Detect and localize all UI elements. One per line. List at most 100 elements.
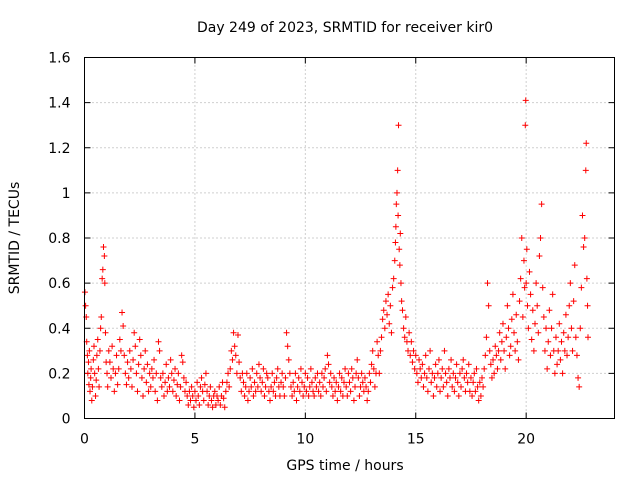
data-point-marker <box>248 383 255 390</box>
y-tick-label: 1.4 <box>48 96 70 112</box>
data-point-marker <box>259 379 266 386</box>
data-point-marker <box>583 275 590 282</box>
data-point-marker <box>111 388 118 395</box>
data-point-marker <box>472 388 479 395</box>
data-point-marker <box>296 388 303 395</box>
data-point-marker <box>505 325 512 332</box>
data-point-marker <box>572 334 579 341</box>
data-point-marker <box>585 334 591 341</box>
data-point-marker <box>222 388 229 395</box>
data-point-marker <box>532 320 538 327</box>
data-point-marker <box>367 379 374 386</box>
data-point-marker <box>178 352 185 359</box>
data-point-marker <box>401 334 408 341</box>
data-point-marker <box>522 122 529 129</box>
data-point-marker <box>101 253 108 260</box>
data-point-marker <box>238 388 245 395</box>
data-point-marker <box>524 302 531 309</box>
data-point-marker <box>196 401 203 408</box>
data-point-marker <box>169 388 176 395</box>
data-point-marker <box>578 284 585 291</box>
data-point-marker <box>418 374 425 381</box>
data-point-marker <box>395 122 402 129</box>
data-point-marker <box>289 392 296 399</box>
data-point-marker <box>375 352 382 359</box>
data-point-marker <box>502 365 509 372</box>
data-point-marker <box>126 347 133 354</box>
data-point-marker <box>363 383 370 390</box>
data-point-marker <box>345 370 352 377</box>
data-point-marker <box>241 392 248 399</box>
data-point-marker <box>304 374 311 381</box>
data-point-marker <box>122 370 129 377</box>
data-point-marker <box>236 359 243 366</box>
data-point-marker <box>517 275 524 282</box>
data-point-marker <box>439 365 446 372</box>
data-point-marker <box>87 374 94 381</box>
data-point-marker <box>101 280 108 287</box>
data-point-marker <box>332 388 339 395</box>
data-point-marker <box>465 361 472 368</box>
data-point-marker <box>347 388 354 395</box>
data-point-marker <box>198 374 205 381</box>
data-point-marker <box>142 347 149 354</box>
data-point-marker <box>128 383 135 390</box>
x-tick-label: 20 <box>517 432 535 448</box>
data-point-marker <box>250 392 257 399</box>
data-point-marker <box>96 347 103 354</box>
data-point-marker <box>215 397 222 404</box>
data-point-marker <box>448 356 455 363</box>
data-point-marker <box>495 347 502 354</box>
data-point-marker <box>267 397 273 404</box>
data-point-marker <box>380 307 387 314</box>
data-point-marker <box>321 374 328 381</box>
data-point-marker <box>496 329 503 336</box>
data-point-marker <box>152 388 159 395</box>
data-point-marker <box>217 401 224 408</box>
data-point-marker <box>334 397 341 404</box>
data-point-marker <box>369 347 376 354</box>
data-point-marker <box>561 347 568 354</box>
data-point-marker <box>175 370 182 377</box>
data-point-marker <box>513 311 520 318</box>
data-point-marker <box>204 388 211 395</box>
data-point-marker <box>494 365 501 372</box>
data-point-marker <box>253 370 260 377</box>
y-tick-label: 0 <box>62 412 71 428</box>
data-point-marker <box>573 352 580 359</box>
data-point-marker <box>361 374 368 381</box>
data-point-marker <box>407 352 414 359</box>
data-point-marker <box>441 347 448 354</box>
data-point-marker <box>201 381 208 388</box>
data-point-marker <box>234 332 241 339</box>
data-point-marker <box>392 223 399 230</box>
data-point-marker <box>508 316 515 323</box>
data-point-marker <box>279 370 286 377</box>
data-point-marker <box>340 379 347 386</box>
data-point-marker <box>519 313 526 320</box>
data-point-marker <box>449 383 456 390</box>
data-point-marker <box>423 374 430 381</box>
data-point-marker <box>569 347 576 354</box>
data-point-marker <box>318 370 325 377</box>
data-point-marker <box>394 167 401 174</box>
data-point-marker <box>433 383 440 390</box>
data-point-marker <box>133 370 140 377</box>
data-point-marker <box>435 356 442 363</box>
data-point-marker <box>287 383 294 390</box>
data-point-marker <box>366 370 373 377</box>
data-point-marker <box>477 392 484 399</box>
data-point-marker <box>91 370 98 377</box>
data-point-marker <box>493 352 500 359</box>
data-point-marker <box>249 365 256 372</box>
data-point-marker <box>581 235 588 241</box>
data-point-marker <box>484 280 491 287</box>
data-point-marker <box>544 365 551 372</box>
data-point-marker <box>354 356 361 363</box>
data-point-marker <box>486 347 493 354</box>
data-point-marker <box>257 374 264 381</box>
data-point-marker <box>464 379 471 386</box>
data-point-marker <box>246 388 253 395</box>
data-point-marker <box>313 383 320 390</box>
data-point-marker <box>365 388 372 395</box>
